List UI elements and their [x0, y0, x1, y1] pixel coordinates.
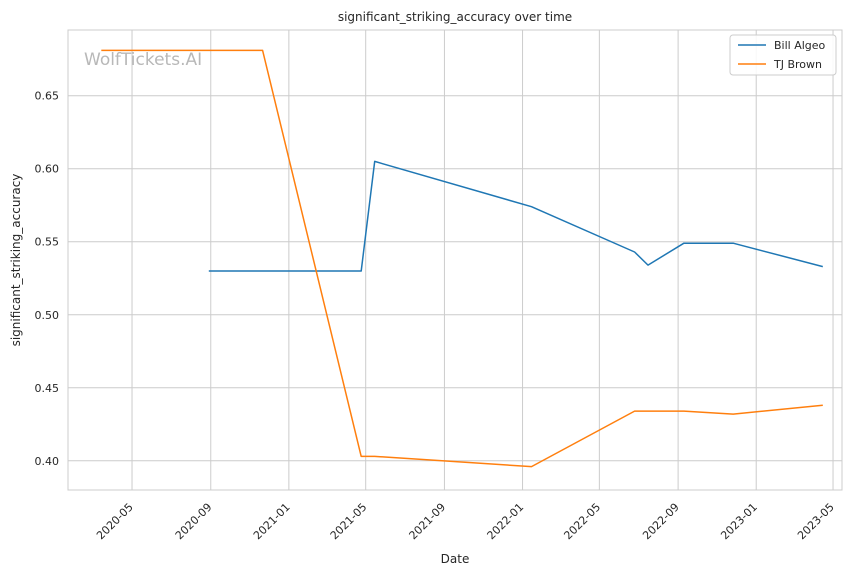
chart-title: significant_striking_accuracy over time — [338, 10, 572, 24]
series-line-bill-algeo — [208, 160, 823, 272]
y-tick-label: 0.50 — [35, 309, 60, 322]
y-axis-ticks: 0.40 0.45 0.50 0.55 0.60 0.65 — [35, 90, 60, 468]
grid — [68, 30, 842, 490]
y-axis-label: significant_striking_accuracy — [9, 174, 23, 347]
series-layer — [101, 49, 823, 468]
watermark: WolfTickets.AI — [84, 50, 202, 70]
legend: Bill Algeo TJ Brown — [729, 34, 837, 76]
legend-label-tj-brown: TJ Brown — [773, 58, 822, 71]
y-tick-label: 0.45 — [35, 382, 60, 395]
y-tick-label: 0.55 — [35, 236, 60, 249]
plot-frame — [67, 29, 843, 491]
y-tick-label: 0.40 — [35, 455, 60, 468]
y-tick-label: 0.65 — [35, 90, 60, 103]
x-axis-label: Date — [441, 552, 470, 566]
y-tick-label: 0.60 — [35, 163, 60, 176]
series-line-tj-brown — [101, 49, 823, 468]
legend-label-bill-algeo: Bill Algeo — [774, 39, 826, 52]
